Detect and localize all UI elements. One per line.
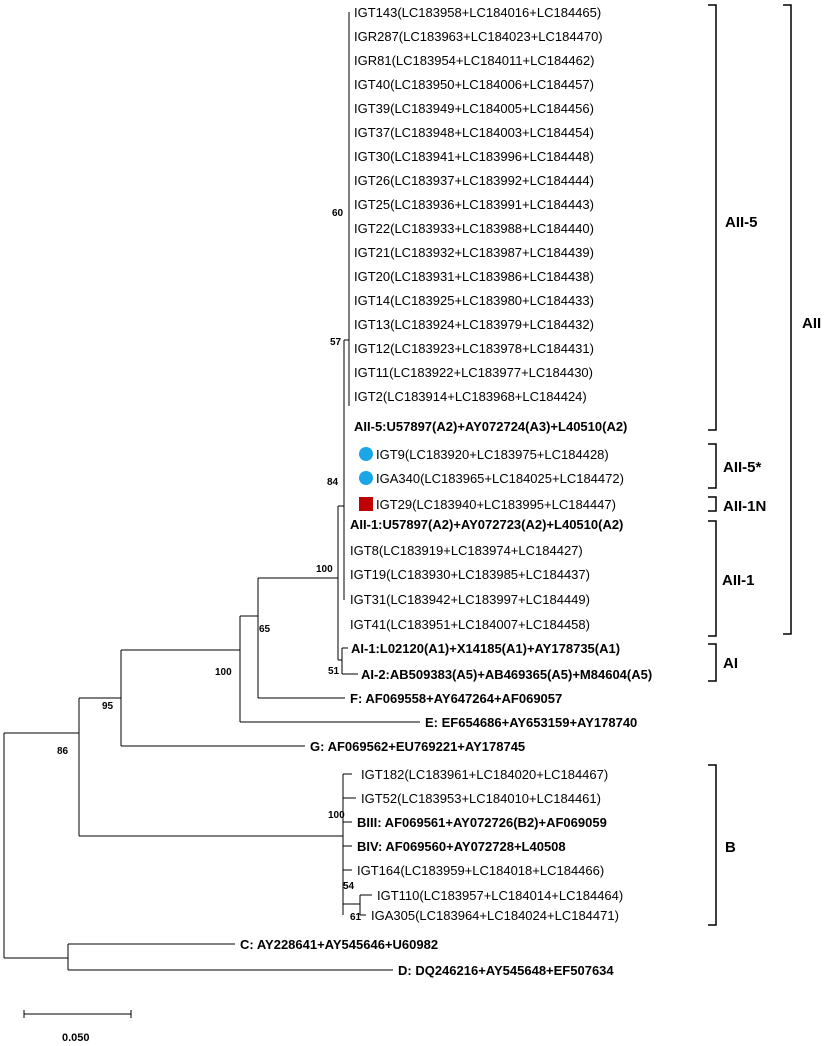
leaf-label: IGT110(LC183957+LC184014+LC184464) xyxy=(377,888,623,903)
leaf-label: IGT14(LC183925+LC183980+LC184433) xyxy=(354,293,594,308)
leaf-label: IGA305(LC183964+LC184024+LC184471) xyxy=(371,908,619,923)
leaf-label: IGT41(LC183951+LC184007+LC184458) xyxy=(350,617,590,632)
clade-label-aii-1: AII-1 xyxy=(722,572,755,589)
clade-labels: AII-5 AII-5* AII-1N AII-1 AI AII B xyxy=(722,214,821,856)
clade-label-aii-5-star: AII-5* xyxy=(723,459,762,476)
bootstrap-value: 86 xyxy=(57,746,69,757)
scale-bar-label: 0.050 xyxy=(62,1032,90,1044)
bootstrap-value: 65 xyxy=(259,624,271,635)
clade-label-aii-1n: AII-1N xyxy=(723,498,766,515)
clade-bracket-b xyxy=(708,764,717,926)
leaf-label: IGT12(LC183923+LC183978+LC184431) xyxy=(354,341,594,356)
leaf-label: IGT143(LC183958+LC184016+LC184465) xyxy=(354,5,601,20)
leaf-label: IGT52(LC183953+LC184010+LC184461) xyxy=(361,791,601,806)
bootstrap-value: 100 xyxy=(215,667,232,678)
leaf-label: IGT9(LC183920+LC183975+LC184428) xyxy=(376,447,609,462)
leaf-label: IGT182(LC183961+LC184020+LC184467) xyxy=(361,767,608,782)
leaf-label: D: DQ246216+AY545648+EF507634 xyxy=(398,963,614,978)
clade-bracket-ai xyxy=(708,643,717,682)
leaf-label: IGT31(LC183942+LC183997+LC184449) xyxy=(350,592,590,607)
leaf-label: IGA340(LC183965+LC184025+LC184472) xyxy=(376,471,624,486)
leaf-label: C: AY228641+AY545646+U60982 xyxy=(240,937,438,952)
circle-marker-icon xyxy=(359,471,373,485)
clade-label-b: B xyxy=(725,839,736,856)
bootstrap-value: 51 xyxy=(328,666,340,677)
leaf-label: BIV: AF069560+AY072728+L40508 xyxy=(357,839,566,854)
scale-bar: 0.050 xyxy=(23,1010,132,1044)
leaf-labels: IGT143(LC183958+LC184016+LC184465) IGR28… xyxy=(240,5,652,978)
leaf-label: E: EF654686+AY653159+AY178740 xyxy=(425,715,637,730)
leaf-label: G: AF069562+EU769221+AY178745 xyxy=(310,739,525,754)
leaf-label: IGT164(LC183959+LC184018+LC184466) xyxy=(357,863,604,878)
bootstrap-value: 54 xyxy=(343,881,355,892)
clade-label-aii-5: AII-5 xyxy=(725,214,758,231)
bootstrap-value: 100 xyxy=(316,564,333,575)
leaf-label: AI-2:AB509383(A5)+AB469365(A5)+M84604(A5… xyxy=(361,667,652,682)
bootstrap-value: 95 xyxy=(102,701,114,712)
bootstrap-values: 60 57 84 100 65 51 100 95 86 100 54 61 xyxy=(57,208,362,923)
leaf-label: IGR81(LC183954+LC184011+LC184462) xyxy=(354,53,594,68)
leaf-label: IGT37(LC183948+LC184003+LC184454) xyxy=(354,125,594,140)
leaf-label: IGT22(LC183933+LC183988+LC184440) xyxy=(354,221,594,236)
leaf-label: IGT25(LC183936+LC183991+LC184443) xyxy=(354,197,594,212)
leaf-label: IGT8(LC183919+LC183974+LC184427) xyxy=(350,543,583,558)
clade-bracket-aii-1 xyxy=(708,520,717,637)
clade-label-ai: AI xyxy=(723,655,738,672)
leaf-label: AII-1:U57897(A2)+AY072723(A2)+L40510(A2) xyxy=(350,517,623,532)
clade-bracket-aii xyxy=(783,4,792,635)
leaf-label: AII-5:U57897(A2)+AY072724(A3)+L40510(A2) xyxy=(354,419,627,434)
leaf-label: IGT40(LC183950+LC184006+LC184457) xyxy=(354,77,594,92)
clade-bracket-aii-5-star xyxy=(708,443,717,489)
tree-branches xyxy=(3,12,420,971)
square-marker-icon xyxy=(359,497,373,511)
bootstrap-value: 100 xyxy=(328,810,345,821)
leaf-label: AI-1:L02120(A1)+X14185(A1)+AY178735(A1) xyxy=(351,641,620,656)
clade-brackets xyxy=(708,4,792,926)
bootstrap-value: 61 xyxy=(350,912,362,923)
leaf-label: IGT20(LC183931+LC183986+LC184438) xyxy=(354,269,594,284)
bootstrap-value: 84 xyxy=(327,477,339,488)
leaf-label: F: AF069558+AY647264+AF069057 xyxy=(350,691,562,706)
clade-label-aii: AII xyxy=(802,315,821,332)
leaf-label: IGT26(LC183937+LC183992+LC184444) xyxy=(354,173,594,188)
leaf-label: IGT39(LC183949+LC184005+LC184456) xyxy=(354,101,594,116)
clade-bracket-aii-5 xyxy=(708,4,717,431)
bootstrap-value: 60 xyxy=(332,208,344,219)
leaf-label: IGT13(LC183924+LC183979+LC184432) xyxy=(354,317,594,332)
leaf-label: IGT19(LC183930+LC183985+LC184437) xyxy=(350,567,590,582)
leaf-label: IGT21(LC183932+LC183987+LC184439) xyxy=(354,245,594,260)
clade-bracket-aii-1n xyxy=(708,496,717,512)
leaf-label: IGT2(LC183914+LC183968+LC184424) xyxy=(354,389,587,404)
circle-marker-icon xyxy=(359,447,373,461)
leaf-label: IGT11(LC183922+LC183977+LC184430) xyxy=(354,365,593,380)
leaf-markers xyxy=(359,447,373,511)
bootstrap-value: 57 xyxy=(330,337,342,348)
leaf-label: IGT30(LC183941+LC183996+LC184448) xyxy=(354,149,594,164)
leaf-label: IGR287(LC183963+LC184023+LC184470) xyxy=(354,29,603,44)
leaf-label: IGT29(LC183940+LC183995+LC184447) xyxy=(376,497,616,512)
leaf-label: BIII: AF069561+AY072726(B2)+AF069059 xyxy=(357,815,607,830)
